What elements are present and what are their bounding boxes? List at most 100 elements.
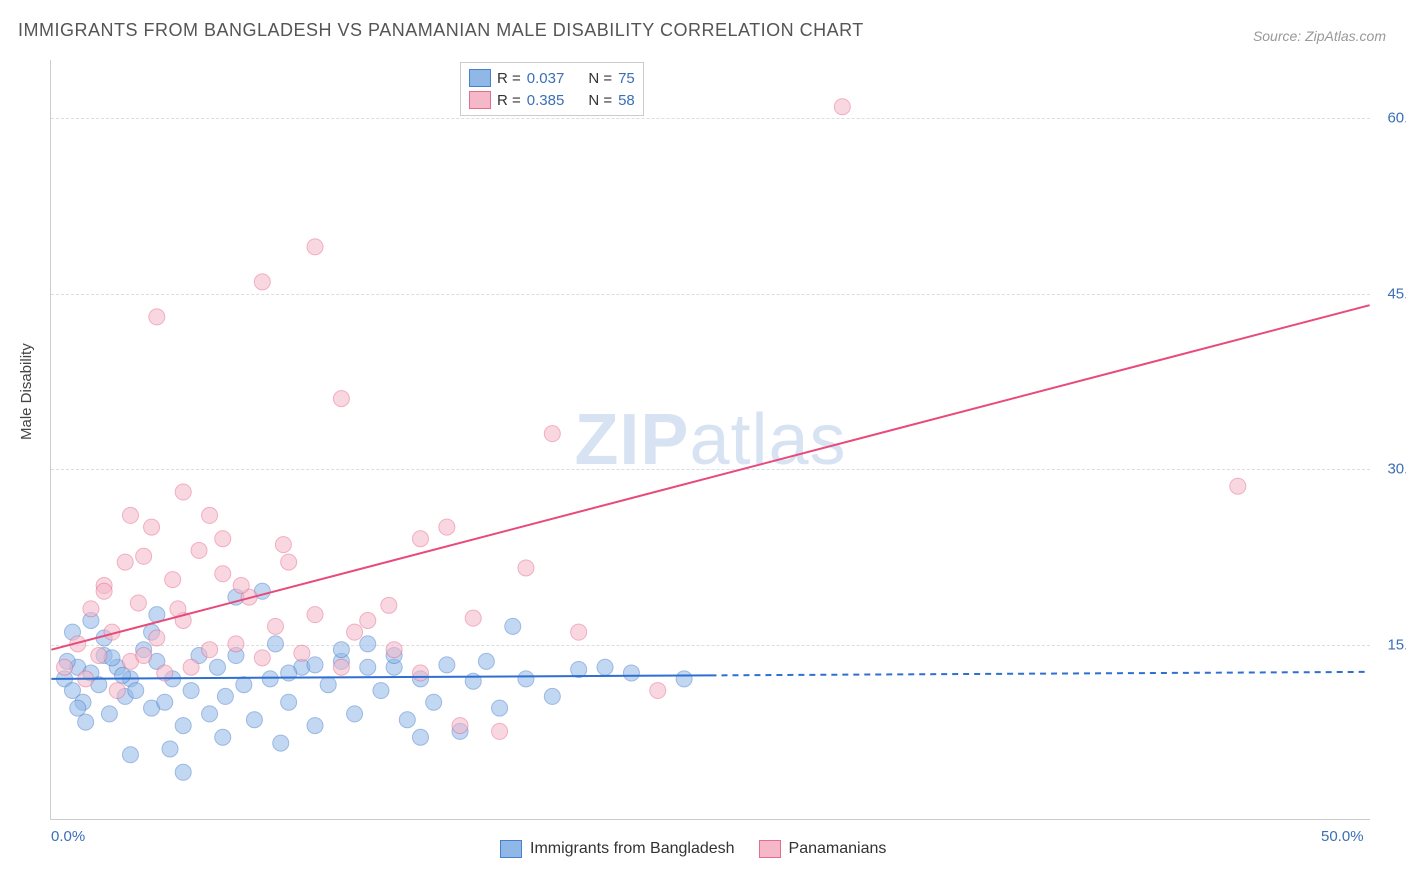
legend-r-label: R = [497, 70, 521, 87]
data-point [183, 659, 199, 675]
data-point [544, 426, 560, 442]
data-point [128, 683, 144, 699]
data-point [333, 642, 349, 658]
data-point [215, 729, 231, 745]
data-point [144, 519, 160, 535]
data-point [136, 548, 152, 564]
data-point [544, 688, 560, 704]
data-point [122, 507, 138, 523]
legend-r-label: R = [497, 92, 521, 109]
data-point [267, 636, 283, 652]
data-point [175, 718, 191, 734]
data-point [236, 677, 252, 693]
data-point [275, 537, 291, 553]
data-point [136, 648, 152, 664]
data-point [149, 309, 165, 325]
legend-n-value: 58 [618, 92, 635, 109]
data-point [70, 700, 86, 716]
data-point [267, 618, 283, 634]
x-tick-label: 0.0% [51, 828, 85, 845]
data-point [597, 659, 613, 675]
data-point [412, 665, 428, 681]
series-legend: Immigrants from Bangladesh Panamanians [500, 840, 886, 858]
data-point [83, 601, 99, 617]
data-point [399, 712, 415, 728]
legend-row: R = 0.385 N = 58 [469, 89, 635, 111]
x-tick-label: 50.0% [1321, 828, 1364, 845]
legend-n-value: 75 [618, 70, 635, 87]
data-point [183, 683, 199, 699]
data-point [505, 618, 521, 634]
data-point [254, 274, 270, 290]
data-point [215, 531, 231, 547]
data-point [360, 659, 376, 675]
data-point [320, 677, 336, 693]
data-point [115, 667, 131, 683]
data-point [518, 671, 534, 687]
data-point [175, 764, 191, 780]
data-point [676, 671, 692, 687]
data-point [202, 507, 218, 523]
trend-line [51, 305, 1369, 649]
legend-item-label: Panamanians [789, 840, 887, 858]
correlation-legend: R = 0.037 N = 75 R = 0.385 N = 58 [460, 62, 644, 116]
data-point [175, 484, 191, 500]
data-point [101, 706, 117, 722]
data-point [273, 735, 289, 751]
data-point [96, 583, 112, 599]
data-point [122, 747, 138, 763]
data-point [117, 554, 133, 570]
data-point [281, 694, 297, 710]
data-point [202, 706, 218, 722]
data-point [281, 554, 297, 570]
data-point [1230, 478, 1246, 494]
legend-row: R = 0.037 N = 75 [469, 67, 635, 89]
plot-area: ZIPatlas 15.0%30.0%45.0%60.0%0.0%50.0% [50, 60, 1370, 820]
legend-swatch [500, 840, 522, 858]
data-point [492, 723, 508, 739]
y-tick-label: 15.0% [1387, 636, 1406, 653]
data-point [57, 659, 73, 675]
legend-item-label: Immigrants from Bangladesh [530, 840, 735, 858]
data-point [130, 595, 146, 611]
data-point [426, 694, 442, 710]
data-point [650, 683, 666, 699]
legend-swatch [759, 840, 781, 858]
data-point [228, 636, 244, 652]
data-point [834, 99, 850, 115]
data-point [347, 706, 363, 722]
data-point [149, 630, 165, 646]
data-point [157, 694, 173, 710]
data-point [412, 729, 428, 745]
data-point [465, 610, 481, 626]
data-point [373, 683, 389, 699]
y-tick-label: 30.0% [1387, 461, 1406, 478]
data-point [571, 624, 587, 640]
legend-swatch [469, 91, 491, 109]
data-point [307, 607, 323, 623]
data-point [478, 653, 494, 669]
trend-line-dashed [711, 672, 1370, 676]
data-point [412, 531, 428, 547]
data-point [294, 645, 310, 661]
data-point [215, 566, 231, 582]
data-point [233, 577, 249, 593]
legend-n-label: N = [588, 92, 612, 109]
data-point [91, 648, 107, 664]
data-point [439, 657, 455, 673]
data-point [209, 659, 225, 675]
chart-title: IMMIGRANTS FROM BANGLADESH VS PANAMANIAN… [18, 20, 864, 41]
data-point [109, 683, 125, 699]
data-point [307, 657, 323, 673]
data-point [162, 741, 178, 757]
data-point [262, 671, 278, 687]
trend-line [51, 675, 710, 679]
legend-n-label: N = [588, 70, 612, 87]
data-point [191, 542, 207, 558]
legend-item: Immigrants from Bangladesh [500, 840, 735, 858]
legend-r-value: 0.037 [527, 70, 565, 87]
data-point [333, 391, 349, 407]
y-tick-label: 60.0% [1387, 110, 1406, 127]
data-point [333, 659, 349, 675]
data-point [439, 519, 455, 535]
